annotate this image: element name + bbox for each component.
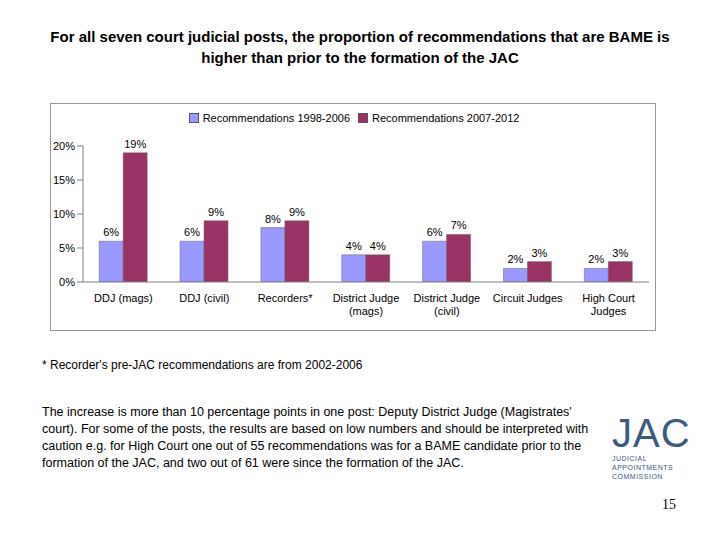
svg-text:15%: 15%	[53, 174, 75, 186]
svg-text:District Judge(mags): District Judge(mags)	[333, 292, 400, 317]
svg-text:High CourtJudges: High CourtJudges	[582, 292, 635, 317]
svg-text:0%: 0%	[59, 276, 75, 288]
svg-text:5%: 5%	[59, 242, 75, 254]
svg-text:District Judge(civil): District Judge(civil)	[414, 292, 481, 317]
html-text:The increase is more than 10 p: The increase is more than 10 percentage …	[42, 405, 589, 470]
svg-text:6%: 6%	[103, 226, 119, 238]
svg-text:6%: 6%	[184, 226, 200, 238]
svg-text:19%: 19%	[124, 138, 146, 150]
html-text:15: 15	[662, 497, 676, 512]
html-text:For all seven court judicial p: For all seven court judicial posts, the …	[50, 28, 670, 66]
svg-text:7%: 7%	[451, 219, 467, 231]
svg-text:9%: 9%	[208, 206, 224, 218]
svg-text:6%: 6%	[427, 226, 443, 238]
html-text:JAC: JAC	[612, 411, 691, 455]
html-text:JUDICIAL: JUDICIAL	[612, 455, 648, 462]
svg-text:Circuit Judges: Circuit Judges	[493, 292, 563, 304]
svg-text:2%: 2%	[588, 253, 604, 265]
svg-text:9%: 9%	[289, 206, 305, 218]
svg-text:DDJ (civil): DDJ (civil)	[179, 292, 229, 304]
svg-text:10%: 10%	[53, 208, 75, 220]
html-text:APPOINTMENTS: APPOINTMENTS	[612, 464, 674, 471]
svg-text:3%: 3%	[532, 247, 548, 259]
html-text:Recommendations 2007-2012: Recommendations 2007-2012	[372, 112, 520, 124]
svg-text:8%: 8%	[265, 213, 281, 225]
svg-text:4%: 4%	[346, 240, 362, 252]
svg-text:3%: 3%	[612, 247, 628, 259]
html-text:Recommendations 1998-2006: Recommendations 1998-2006	[202, 112, 350, 124]
svg-text:Recorders*: Recorders*	[258, 292, 314, 304]
html-text:* Recorder's pre-JAC recommend: * Recorder's pre-JAC recommendations are…	[42, 358, 363, 372]
svg-text:20%: 20%	[53, 140, 75, 152]
svg-text:DDJ (mags): DDJ (mags)	[94, 292, 153, 304]
svg-text:4%: 4%	[370, 240, 386, 252]
svg-text:2%: 2%	[508, 253, 524, 265]
html-text:COMMISSION: COMMISSION	[612, 473, 663, 480]
